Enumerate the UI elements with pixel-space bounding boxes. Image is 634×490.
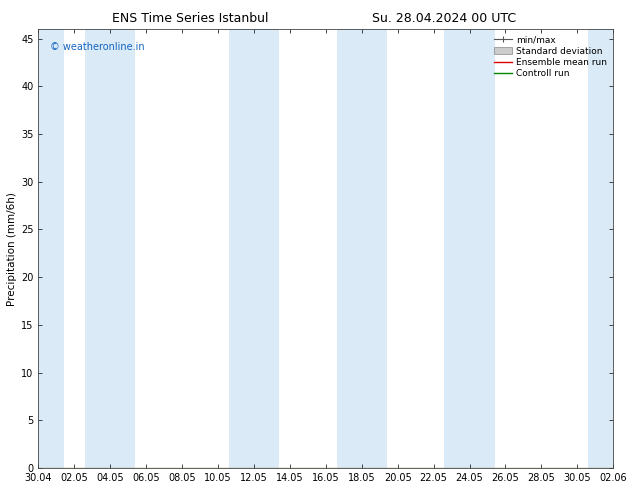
Bar <box>229 29 279 468</box>
Y-axis label: Precipitation (mm/6h): Precipitation (mm/6h) <box>7 192 17 306</box>
Legend: min/max, Standard deviation, Ensemble mean run, Controll run: min/max, Standard deviation, Ensemble me… <box>493 33 609 80</box>
Bar <box>13 29 63 468</box>
Text: © weatheronline.in: © weatheronline.in <box>50 42 145 52</box>
Bar <box>337 29 387 468</box>
Bar <box>444 29 495 468</box>
Bar <box>588 29 634 468</box>
Bar <box>85 29 136 468</box>
Text: ENS Time Series Istanbul: ENS Time Series Istanbul <box>112 12 268 25</box>
Text: Su. 28.04.2024 00 UTC: Su. 28.04.2024 00 UTC <box>372 12 516 25</box>
